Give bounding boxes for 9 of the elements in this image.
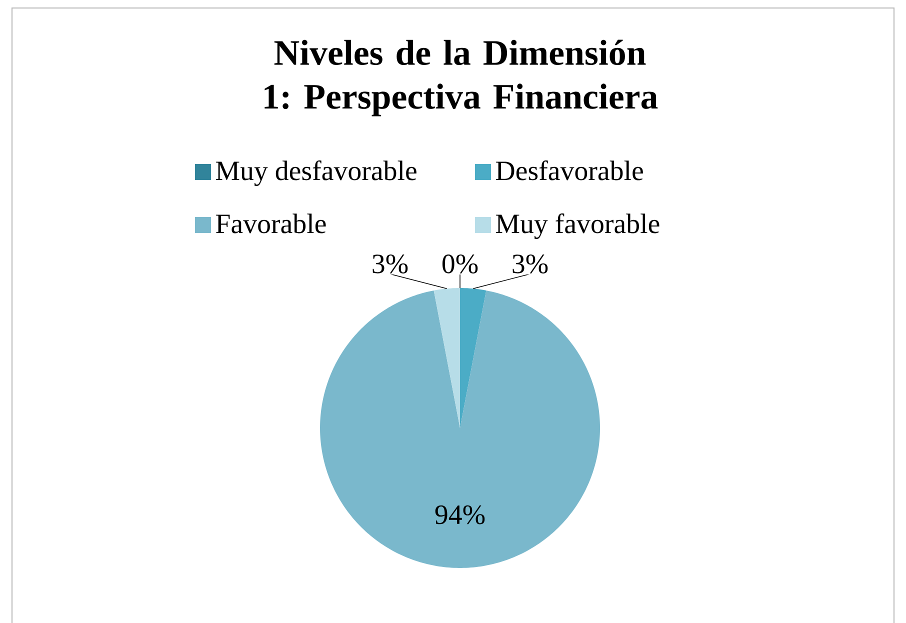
legend-label: Desfavorable [496, 160, 643, 180]
data-label: 3% [512, 254, 548, 274]
legend-label: Muy desfavorable [216, 160, 416, 186]
text: 0% [442, 254, 478, 274]
data-label: 3% [372, 254, 408, 274]
chart-title: Niveles de la Dimensión 1: Perspectiva Financiera [264, 40, 658, 116]
legend-label: Muy favorable [496, 213, 660, 239]
data-label: 94% [435, 505, 485, 524]
legend-label: Favorable [216, 214, 326, 234]
